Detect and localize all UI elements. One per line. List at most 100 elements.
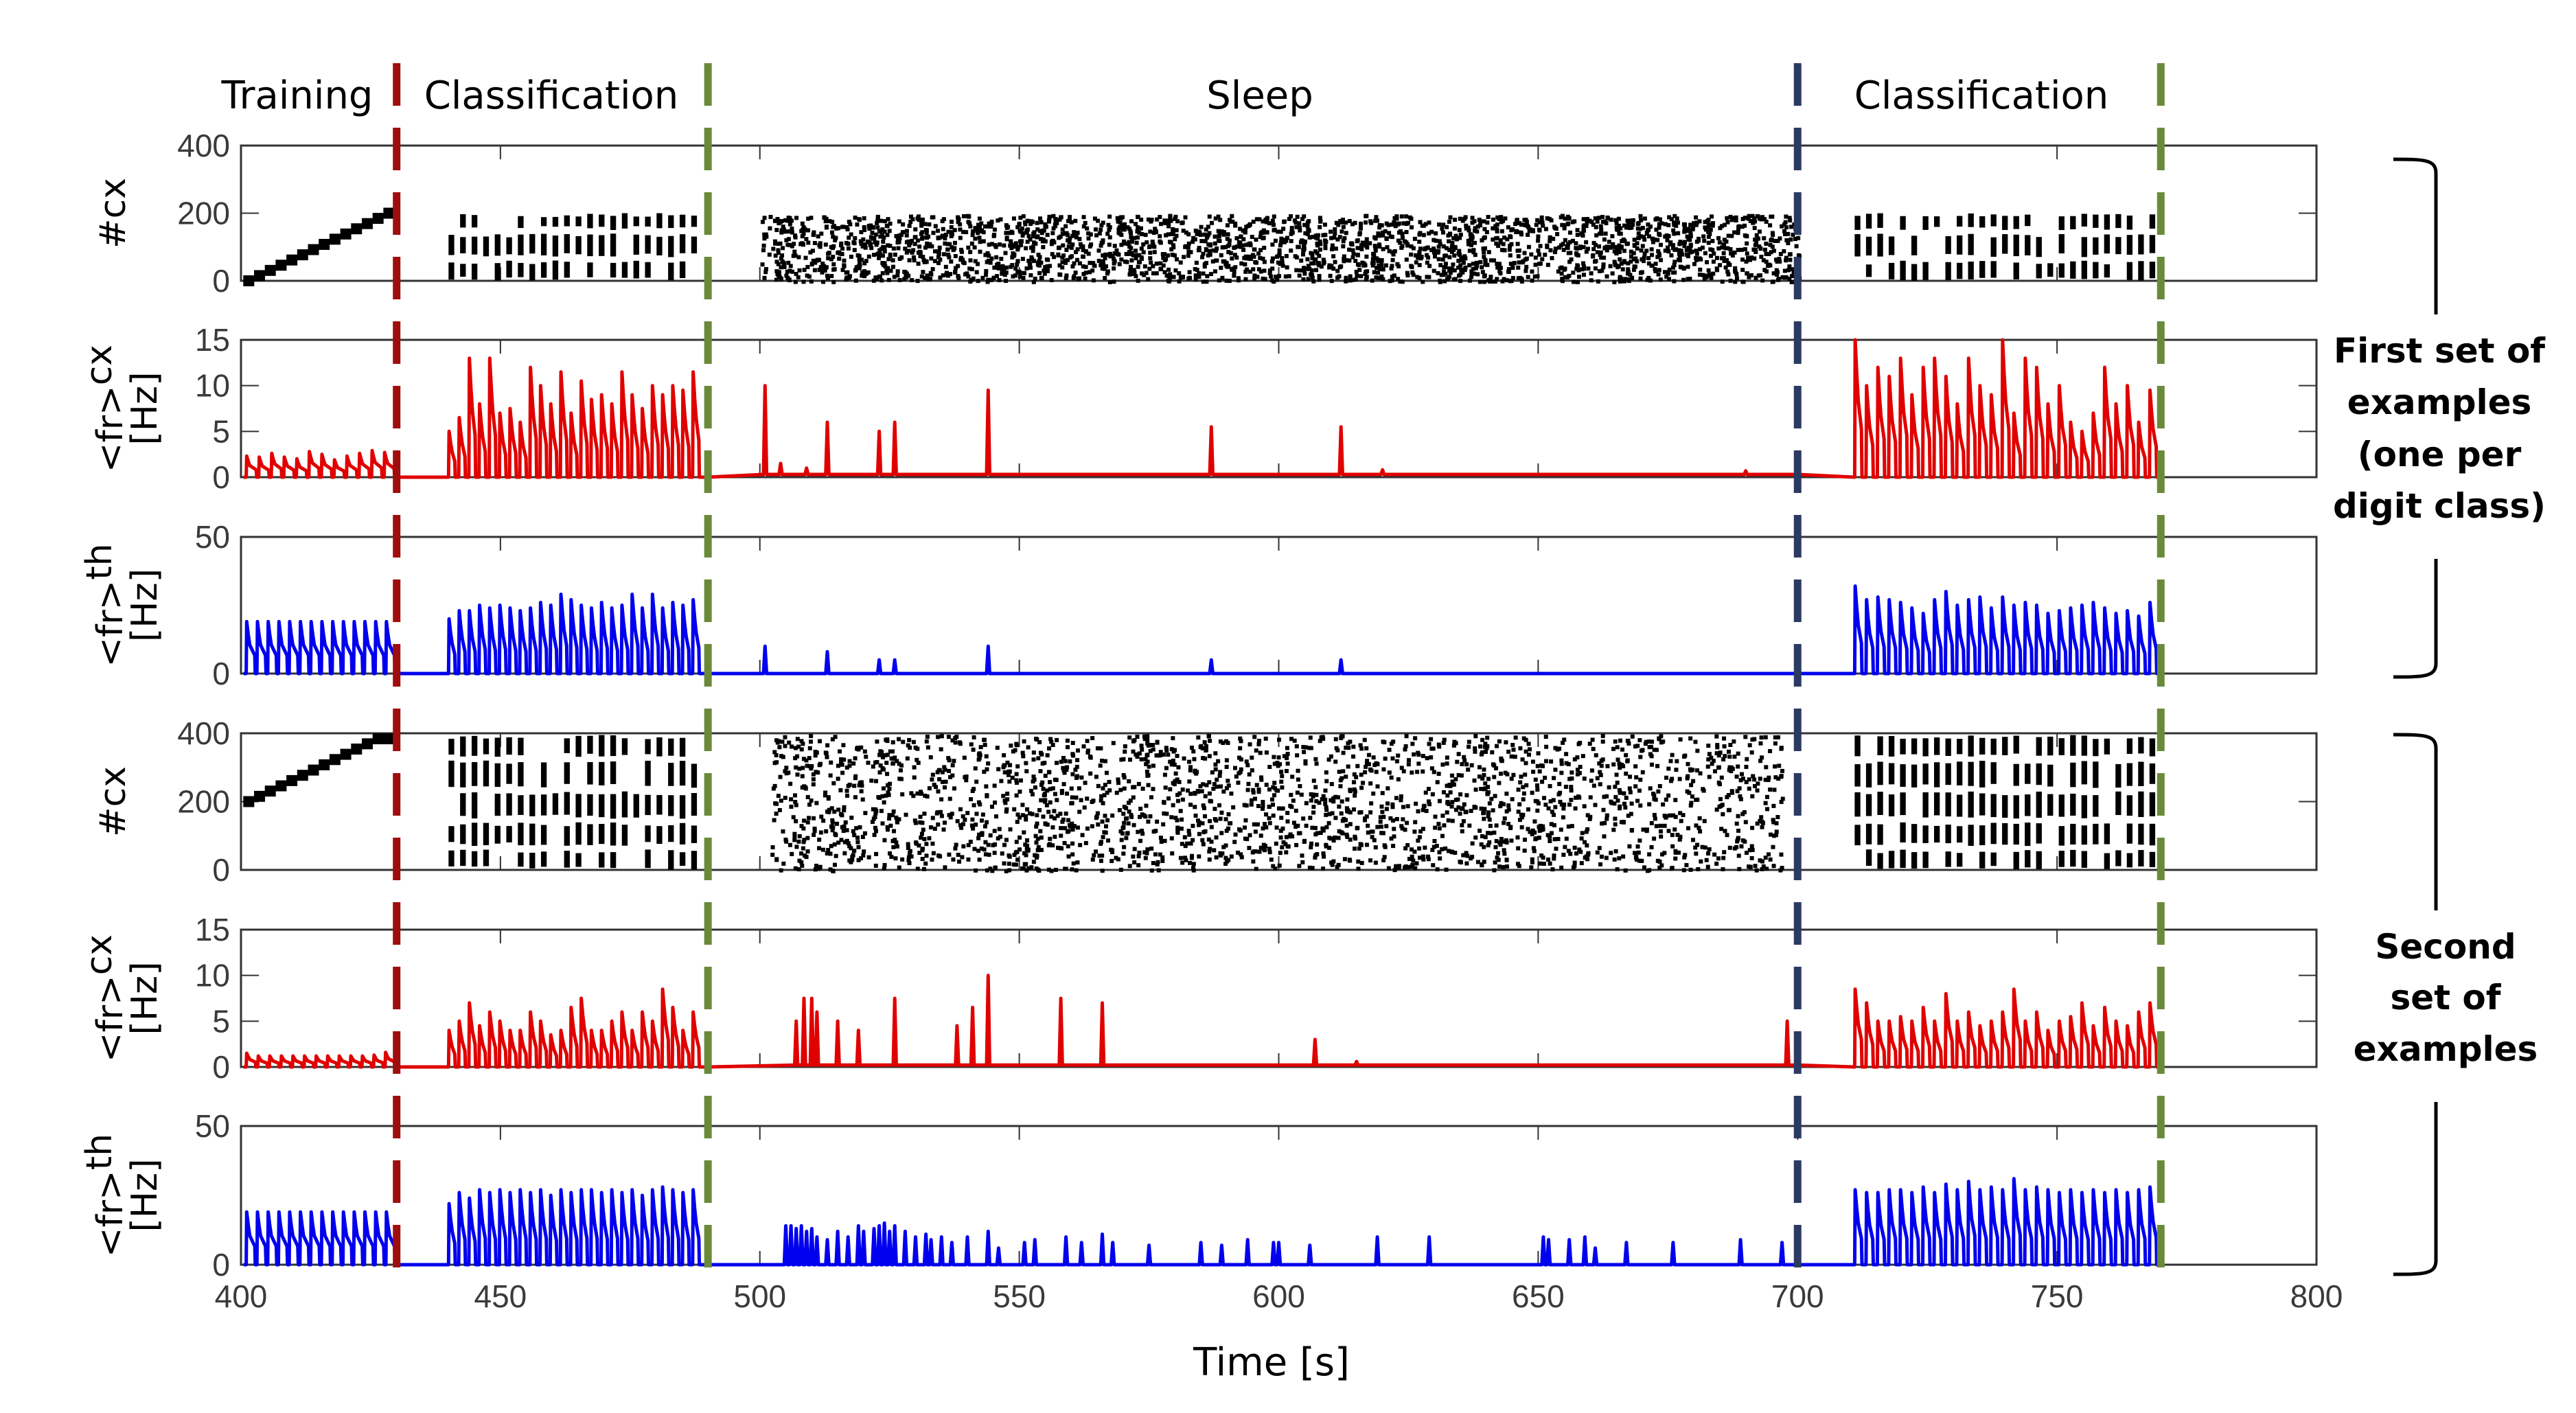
raster-sleep-spike (1071, 861, 1076, 866)
raster-sleep-spike (1386, 866, 1391, 871)
raster-sleep-spike (994, 255, 999, 260)
raster-sleep-spike (1315, 243, 1320, 248)
raster-sleep-spike (1403, 744, 1408, 748)
raster-sleep-spike (1034, 736, 1039, 741)
raster-sleep-spike (1498, 266, 1503, 271)
raster-sleep-spike (1730, 216, 1735, 220)
raster-sleep-spike (1780, 275, 1785, 279)
raster-sleep-spike (1740, 257, 1745, 262)
raster-sleep-spike (846, 841, 851, 846)
phase-label-classification-1: Classification (424, 73, 679, 118)
raster-sleep-spike (1653, 816, 1657, 821)
raster-stimulus-block (1957, 761, 1963, 785)
raster-sleep-spike (930, 215, 934, 220)
raster-sleep-spike (1657, 217, 1662, 222)
raster-sleep-spike (1004, 231, 1009, 236)
raster-sleep-spike (1538, 244, 1543, 249)
raster-sleep-spike (792, 242, 796, 246)
raster-sleep-spike (1404, 240, 1409, 245)
y-tick-label: 400 (177, 715, 230, 751)
raster-sleep-spike (1285, 265, 1289, 270)
raster-sleep-spike (936, 789, 941, 794)
raster-sleep-spike (1477, 828, 1482, 833)
raster-sleep-spike (897, 240, 901, 244)
raster-sleep-spike (1370, 263, 1375, 268)
raster-sleep-spike (1288, 803, 1293, 808)
raster-sleep-spike (1597, 761, 1602, 766)
raster-sleep-spike (1509, 279, 1514, 284)
raster-sleep-spike (1130, 240, 1135, 244)
raster-sleep-spike (1057, 236, 1061, 240)
raster-sleep-spike (1284, 835, 1289, 840)
raster-stimulus-block (1854, 792, 1861, 817)
y-tick-label: 15 (195, 322, 230, 358)
raster-sleep-spike (1658, 277, 1663, 282)
raster-sleep-spike (1432, 838, 1437, 843)
raster-sleep-spike (1164, 746, 1169, 750)
raster-sleep-spike (1081, 744, 1086, 749)
raster-sleep-spike (1764, 794, 1769, 799)
raster-sleep-spike (1782, 268, 1787, 273)
raster-sleep-spike (1118, 788, 1123, 792)
raster-sleep-spike (1166, 753, 1171, 757)
raster-stimulus-block (2058, 234, 2065, 254)
raster-sleep-spike (1745, 251, 1749, 256)
raster-sleep-spike (891, 845, 896, 849)
raster-sleep-spike (1318, 240, 1322, 245)
raster-sleep-spike (1671, 243, 1676, 248)
raster-sleep-spike (1787, 264, 1792, 269)
raster-sleep-spike (941, 227, 945, 231)
raster-stimulus-block (1945, 763, 1951, 785)
raster-sleep-spike (887, 786, 892, 791)
raster-sleep-spike (1207, 249, 1212, 253)
raster-sleep-spike (979, 221, 984, 226)
raster-sleep-spike (1506, 269, 1510, 274)
raster-sleep-spike (1049, 739, 1054, 744)
raster-stimulus-block (668, 850, 674, 870)
raster-sleep-spike (1399, 766, 1404, 770)
raster-training-spike (264, 785, 276, 797)
raster-sleep-spike (840, 770, 845, 775)
raster-sleep-spike (1177, 279, 1182, 284)
raster-sleep-spike (1617, 243, 1622, 248)
raster-sleep-spike (1145, 734, 1150, 739)
raster-sleep-spike (792, 834, 797, 839)
raster-sleep-spike (964, 230, 969, 235)
raster-sleep-spike (1657, 225, 1661, 230)
raster-training-spike (243, 796, 255, 807)
raster-sleep-spike (907, 737, 912, 742)
raster-stimulus-block (1922, 851, 1929, 869)
raster-sleep-spike (1633, 256, 1638, 261)
raster-sleep-spike (904, 233, 909, 238)
raster-sleep-spike (1046, 268, 1050, 273)
raster-sleep-spike (1215, 777, 1219, 782)
raster-sleep-spike (1256, 790, 1261, 794)
raster-sleep-spike (1497, 781, 1502, 785)
raster-sleep-spike (1024, 769, 1029, 774)
raster-sleep-spike (1070, 242, 1075, 247)
raster-sleep-spike (1374, 275, 1379, 280)
raster-sleep-spike (1285, 752, 1290, 757)
raster-sleep-spike (1664, 797, 1668, 802)
raster-sleep-spike (1744, 260, 1749, 264)
raster-sleep-spike (1059, 759, 1063, 764)
raster-stimulus-block (1990, 237, 1997, 257)
raster-sleep-spike (1431, 246, 1436, 251)
raster-sleep-spike (978, 753, 982, 758)
raster-sleep-spike (920, 857, 925, 862)
raster-sleep-spike (964, 778, 969, 783)
raster-sleep-spike (1329, 229, 1333, 234)
raster-sleep-spike (1605, 794, 1609, 799)
raster-sleep-spike (1644, 231, 1649, 236)
raster-sleep-spike (1569, 776, 1574, 781)
raster-sleep-spike (1175, 753, 1180, 758)
raster-sleep-spike (1458, 216, 1462, 221)
raster-sleep-spike (1400, 279, 1405, 284)
raster-stimulus-block (679, 823, 686, 845)
raster-sleep-spike (1371, 261, 1376, 266)
raster-sleep-spike (1493, 279, 1497, 284)
raster-sleep-spike (1261, 826, 1265, 831)
raster-sleep-spike (1247, 256, 1252, 261)
raster-sleep-spike (1508, 235, 1513, 240)
raster-sleep-spike (1310, 256, 1315, 261)
